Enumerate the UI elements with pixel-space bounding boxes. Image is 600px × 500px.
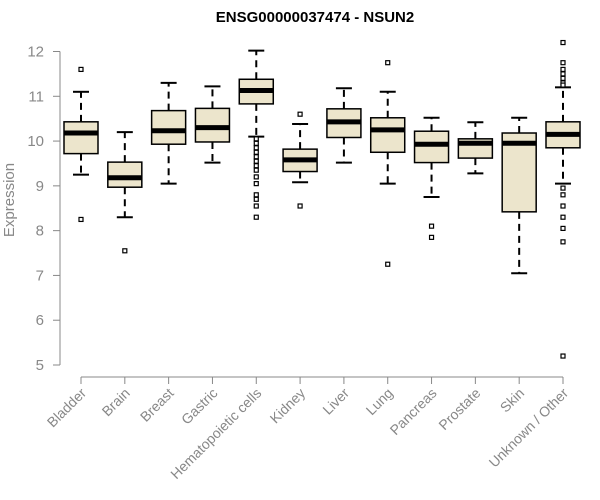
y-tick-label: 10 xyxy=(27,133,44,150)
y-tick-label: 9 xyxy=(36,178,44,195)
x-tick-label: Liver xyxy=(319,385,352,418)
y-tick-label: 5 xyxy=(36,357,44,374)
outlier-point xyxy=(560,214,566,220)
y-tick-label: 6 xyxy=(36,312,44,329)
iqr-box xyxy=(150,109,187,145)
box-unknown-other xyxy=(545,39,581,359)
outlier-point xyxy=(253,140,259,146)
y-tick-label: 7 xyxy=(36,267,44,284)
box-bladder xyxy=(63,66,99,223)
outlier-point xyxy=(253,192,259,198)
outlier-point xyxy=(560,39,566,46)
chart-title: ENSG00000037474 - NSUN2 xyxy=(216,9,414,26)
x-tick-label: Bladder xyxy=(44,385,90,431)
y-axis-label: Expression xyxy=(1,163,18,237)
iqr-box xyxy=(413,130,450,164)
x-tick-label: Breast xyxy=(137,385,177,425)
box-series xyxy=(63,39,581,359)
y-tick-label: 12 xyxy=(27,44,44,61)
outlier-point xyxy=(253,196,259,202)
x-tick-label: Kidney xyxy=(267,385,309,427)
outlier-point xyxy=(385,60,391,66)
outlier-point xyxy=(385,261,391,267)
outlier-point xyxy=(560,71,566,77)
outlier-point xyxy=(560,82,566,88)
outlier-point xyxy=(122,248,128,254)
x-tick-label: Prostate xyxy=(435,385,483,433)
outlier-point xyxy=(78,66,84,73)
outlier-point xyxy=(253,174,259,180)
iqr-box xyxy=(63,121,99,155)
outlier-point xyxy=(560,239,566,245)
box-kidney xyxy=(282,111,318,209)
x-tick-label: Unknown / Other xyxy=(486,385,572,471)
outlier-point xyxy=(560,66,566,73)
box-gastric xyxy=(194,85,231,164)
outlier-point xyxy=(560,192,566,198)
x-tick-label: Gastric xyxy=(178,385,221,428)
box-breast xyxy=(150,81,187,185)
outlier-point xyxy=(560,60,566,66)
outlier-point xyxy=(297,111,303,117)
outlier-point xyxy=(253,136,259,142)
outlier-point xyxy=(560,353,566,359)
outlier-point xyxy=(253,163,259,169)
x-tick-label: Brain xyxy=(99,385,133,419)
box-prostate xyxy=(457,121,494,175)
outlier-point xyxy=(253,167,259,173)
x-tick-label: Pancreas xyxy=(387,385,440,438)
x-tick-label: Skin xyxy=(497,385,528,416)
outlier-point xyxy=(253,145,259,151)
outlier-point xyxy=(560,225,566,232)
box-lung xyxy=(369,60,406,267)
outlier-point xyxy=(560,185,566,191)
outlier-point xyxy=(78,216,84,223)
outlier-point xyxy=(297,203,303,209)
outlier-point xyxy=(253,149,259,155)
outlier-point xyxy=(253,158,259,164)
iqr-box xyxy=(501,132,537,213)
box-pancreas xyxy=(413,116,450,240)
outlier-point xyxy=(560,75,566,81)
outlier-point xyxy=(253,203,259,209)
box-brain xyxy=(107,131,143,254)
box-skin xyxy=(501,116,537,275)
y-tick-label: 8 xyxy=(36,223,44,240)
outlier-point xyxy=(560,203,566,209)
outlier-point xyxy=(253,154,259,160)
y-tick-label: 11 xyxy=(28,88,44,105)
outlier-point xyxy=(428,234,435,240)
iqr-box xyxy=(107,161,143,188)
box-liver xyxy=(326,87,362,164)
outlier-point xyxy=(253,214,259,220)
iqr-box xyxy=(369,117,406,154)
outlier-point xyxy=(253,181,259,187)
y-axis: 5 6 7 8 9 10 11 12 xyxy=(27,44,61,374)
x-tick-label: Lung xyxy=(363,385,396,418)
box-hematopoietic-cells xyxy=(238,49,275,220)
outlier-point xyxy=(428,223,435,229)
